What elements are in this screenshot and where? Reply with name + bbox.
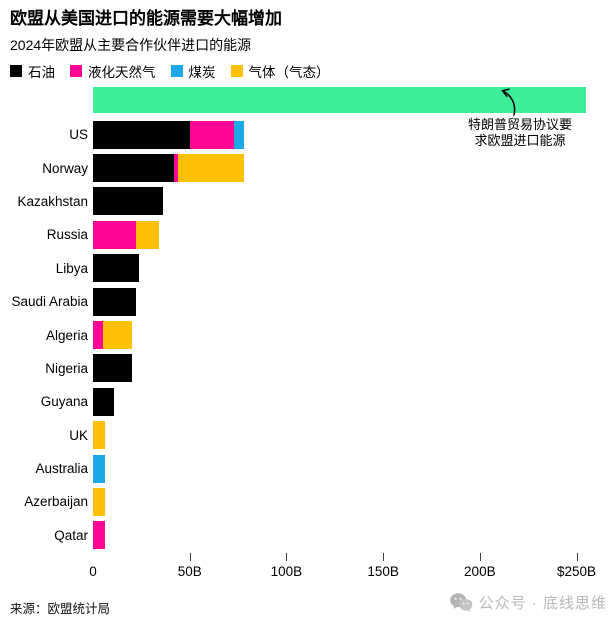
axis-tick-mark	[286, 553, 288, 562]
footer: 来源：欧盟统计局 公众号 · 底线思维	[10, 592, 607, 617]
bar-segment	[189, 120, 235, 149]
label-spacer	[10, 87, 93, 113]
chart-row-australia: Australia	[10, 452, 592, 485]
category-label: Qatar	[54, 527, 88, 543]
chart-title: 欧盟从美国进口的能源需要大幅增加	[10, 9, 282, 28]
bar-track	[93, 154, 592, 183]
chart-row-uk: UK	[10, 419, 592, 452]
bar-segment	[93, 254, 140, 283]
bar-track	[93, 254, 592, 283]
bar-track	[93, 187, 592, 216]
bar-track	[93, 387, 592, 416]
axis-tick-mark	[383, 553, 385, 562]
axis-tick-label: 100B	[270, 564, 303, 580]
legend-item-2: 煤炭	[170, 61, 216, 81]
bar-track	[93, 287, 592, 316]
legend-swatch-icon	[230, 64, 243, 77]
bar-track	[93, 321, 592, 350]
chart-row-algeria: Algeria	[10, 318, 592, 351]
axis-tick-label: $250B	[556, 564, 597, 580]
annotation-arrow-icon	[501, 88, 516, 116]
bar-segment	[234, 120, 244, 149]
bar-track	[93, 421, 592, 450]
chart-subtitle: 2024年欧盟从主要合作伙伴进口的能源	[10, 37, 252, 53]
chart-row-saudi-arabia: Saudi Arabia	[10, 285, 592, 318]
legend-label: 液化天然气	[88, 64, 156, 80]
bar-segment	[93, 521, 105, 550]
chart-row-us: US	[10, 118, 592, 151]
source-note: 来源：欧盟统计局	[10, 602, 111, 616]
bar-track	[93, 220, 592, 249]
chart-row-norway: Norway	[10, 151, 592, 184]
bar-track	[93, 487, 592, 516]
chart-row-nigeria: Nigeria	[10, 352, 592, 385]
bar-track	[93, 454, 592, 483]
legend-label: 气体（气态）	[248, 64, 330, 80]
bar-segment	[93, 120, 190, 149]
bar-segment	[178, 154, 244, 183]
category-label: Nigeria	[45, 360, 88, 376]
bar-track	[93, 120, 592, 149]
category-label: Azerbaijan	[24, 494, 88, 510]
chart-row-guyana: Guyana	[10, 385, 592, 418]
watermark: 公众号 · 底线思维	[449, 592, 607, 613]
axis-tick-label: 200B	[464, 564, 496, 580]
wechat-icon	[449, 593, 473, 612]
axis-tick-mark	[189, 553, 191, 562]
annotation-line-2: 求欧盟进口能源	[474, 132, 566, 148]
bar-segment	[93, 154, 175, 183]
bar-track	[93, 354, 592, 383]
bar-segment	[93, 454, 105, 483]
bar-segment	[93, 287, 136, 316]
bar-segment	[93, 387, 115, 416]
bar-segment	[93, 321, 103, 350]
chart-row-libya: Libya	[10, 252, 592, 285]
bar-segment	[135, 220, 159, 249]
legend-item-3: 气体（气态）	[230, 61, 330, 81]
bar-segment	[93, 220, 136, 249]
annotation-line-1: 特朗普贸易协议要	[467, 117, 572, 132]
legend-swatch-icon	[170, 64, 183, 77]
axis-tick-label: 150B	[367, 564, 399, 580]
annotation-text: 特朗普贸易协议要 求欧盟进口能源	[450, 117, 590, 148]
category-label: Saudi Arabia	[11, 294, 88, 310]
legend-swatch-icon	[70, 64, 82, 77]
watermark-text: 公众号 · 底线思维	[478, 595, 607, 612]
chart-row-qatar: Qatar	[10, 519, 592, 552]
bar-segment	[174, 154, 179, 183]
chart-row-kazakhstan: Kazakhstan	[10, 185, 592, 218]
legend-label: 石油	[28, 64, 55, 80]
bar-segment	[93, 354, 132, 383]
bar-segment	[102, 321, 132, 350]
category-label: UK	[69, 427, 88, 443]
category-label: Australia	[35, 461, 88, 477]
chart-row-russia: Russia	[10, 218, 592, 251]
legend-item-0: 石油	[10, 61, 55, 81]
x-axis: 0 50B 100B 150B 200B $250B	[89, 552, 596, 582]
legend-swatch-icon	[10, 64, 22, 77]
legend-item-1: 液化天然气	[70, 61, 156, 81]
category-label: Norway	[42, 160, 88, 176]
bar-track	[93, 521, 592, 550]
bar-segment	[93, 487, 105, 516]
bar-segment	[93, 421, 105, 450]
category-label: Russia	[46, 227, 88, 243]
category-label: US	[69, 127, 88, 143]
legend: 石油 液化天然气 煤炭 气体（气态）	[10, 61, 592, 81]
axis-tick-label: 0	[89, 564, 97, 580]
axis-tick-label: 50B	[177, 564, 202, 580]
category-label: Libya	[55, 260, 88, 276]
axis-tick-mark	[479, 553, 481, 562]
bar-segment	[93, 187, 163, 216]
bar-rows: US Norway Kazakhstan Russia Libya Saudi Arabi…	[10, 118, 592, 552]
category-label: Algeria	[45, 327, 88, 343]
legend-label: 煤炭	[188, 64, 216, 80]
category-label: Guyana	[40, 394, 88, 410]
chart-row-azerbaijan: Azerbaijan	[10, 485, 592, 518]
axis-tick-mark	[576, 553, 578, 562]
chart-area: US Norway Kazakhstan Russia Libya Saudi Arabi…	[10, 87, 596, 582]
category-label: Kazakhstan	[17, 193, 88, 209]
